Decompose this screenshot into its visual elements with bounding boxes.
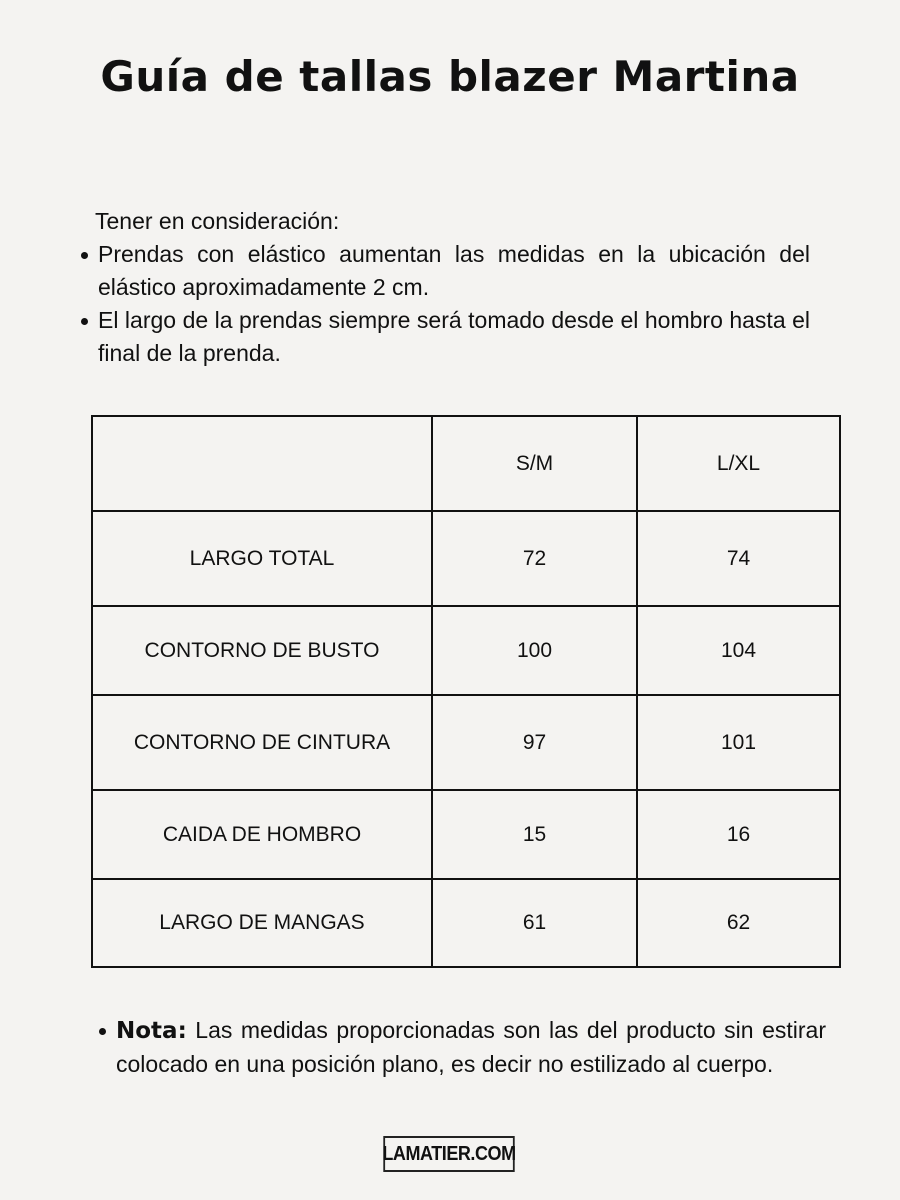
- measure-label: CONTORNO DE BUSTO: [91, 605, 433, 696]
- value-cell: 72: [431, 510, 638, 607]
- note-label: Nota:: [116, 1018, 187, 1044]
- value-cell: 74: [636, 510, 841, 607]
- measure-label: CONTORNO DE CINTURA: [91, 694, 433, 791]
- value-cell: 16: [636, 789, 841, 880]
- measure-label: CAIDA DE HOMBRO: [91, 789, 433, 880]
- consideration-item: Prendas con elástico aumentan las medida…: [78, 238, 810, 304]
- value-cell: 62: [636, 878, 841, 968]
- table-row: CONTORNO DE BUSTO 100 104: [91, 605, 841, 696]
- table-row: LARGO TOTAL 72 74: [91, 510, 841, 607]
- header-cell: [91, 415, 433, 512]
- measure-label: LARGO TOTAL: [91, 510, 433, 607]
- value-cell: 15: [431, 789, 638, 880]
- considerations: Tener en consideración: Prendas con elás…: [78, 205, 810, 370]
- value-cell: 61: [431, 878, 638, 968]
- brand-logo: LAMATIER.COM: [382, 1136, 516, 1172]
- value-cell: 101: [636, 694, 841, 791]
- note-item: Nota: Las medidas proporcionadas son las…: [96, 1014, 826, 1081]
- table-row: LARGO DE MANGAS 61 62: [91, 878, 841, 968]
- note-text: Las medidas proporcionadas son las del p…: [116, 1017, 826, 1077]
- value-cell: 104: [636, 605, 841, 696]
- table-header-row: S/M L/XL: [91, 415, 841, 512]
- table-row: CONTORNO DE CINTURA 97 101: [91, 694, 841, 791]
- consideration-item: El largo de la prendas siempre será toma…: [78, 304, 810, 370]
- note: Nota: Las medidas proporcionadas son las…: [96, 1014, 826, 1081]
- value-cell: 97: [431, 694, 638, 791]
- value-cell: 100: [431, 605, 638, 696]
- considerations-heading: Tener en consideración:: [95, 208, 340, 234]
- header-cell: L/XL: [636, 415, 841, 512]
- table-row: CAIDA DE HOMBRO 15 16: [91, 789, 841, 880]
- size-table: S/M L/XL LARGO TOTAL 72 74 CONTORNO DE B…: [91, 415, 841, 968]
- measure-label: LARGO DE MANGAS: [91, 878, 433, 968]
- header-cell: S/M: [431, 415, 638, 512]
- page-title: Guía de tallas blazer Martina: [100, 52, 800, 101]
